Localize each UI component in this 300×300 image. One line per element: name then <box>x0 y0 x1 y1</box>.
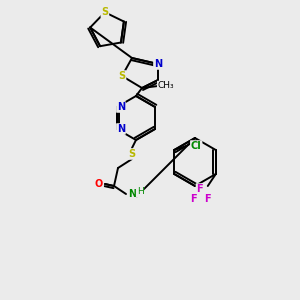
Text: N: N <box>128 189 136 199</box>
Text: F: F <box>196 184 203 194</box>
Text: N: N <box>117 124 125 134</box>
Text: N: N <box>117 102 125 112</box>
Text: S: S <box>118 71 126 81</box>
Text: O: O <box>95 179 103 189</box>
Text: Cl: Cl <box>191 141 202 151</box>
Text: F: F <box>205 194 211 204</box>
Text: F: F <box>190 194 197 204</box>
Text: CH₃: CH₃ <box>158 82 174 91</box>
Text: H: H <box>136 188 143 196</box>
Text: N: N <box>154 59 162 69</box>
Text: S: S <box>128 149 136 159</box>
Text: S: S <box>101 7 108 17</box>
